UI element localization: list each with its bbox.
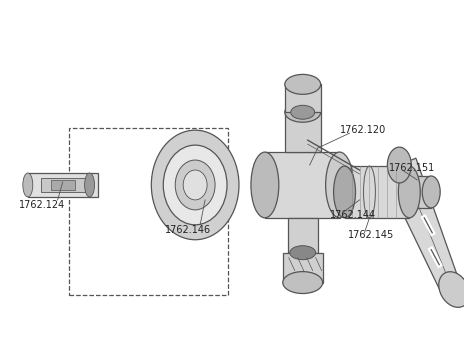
Bar [345,166,409,218]
Bar [69,128,228,294]
Ellipse shape [285,102,321,122]
Polygon shape [383,158,459,289]
Text: 1762.120: 1762.120 [339,125,386,135]
Text: 1762.146: 1762.146 [165,225,212,235]
Text: 1762.124: 1762.124 [19,200,65,210]
Ellipse shape [183,170,207,200]
Bar [51,180,74,190]
Text: 1762.144: 1762.144 [330,210,376,220]
Ellipse shape [422,176,440,208]
Ellipse shape [163,145,227,225]
Bar [28,173,98,197]
Ellipse shape [283,272,323,294]
Bar [285,112,321,152]
Ellipse shape [251,152,279,218]
Ellipse shape [387,147,411,183]
Ellipse shape [85,173,94,197]
Bar [409,176,431,208]
Bar [265,152,339,218]
Ellipse shape [285,75,321,94]
Ellipse shape [333,166,356,218]
Ellipse shape [399,166,420,218]
Ellipse shape [23,173,33,197]
Ellipse shape [151,130,239,240]
Bar [41,178,85,192]
Ellipse shape [290,246,316,260]
Bar [283,253,323,282]
Ellipse shape [175,160,215,210]
Ellipse shape [326,152,353,218]
Ellipse shape [291,105,315,119]
Bar [288,218,318,253]
Text: 1762.151: 1762.151 [389,163,436,173]
Ellipse shape [439,272,465,307]
Text: 1762.145: 1762.145 [347,230,394,240]
Bar [285,84,321,112]
